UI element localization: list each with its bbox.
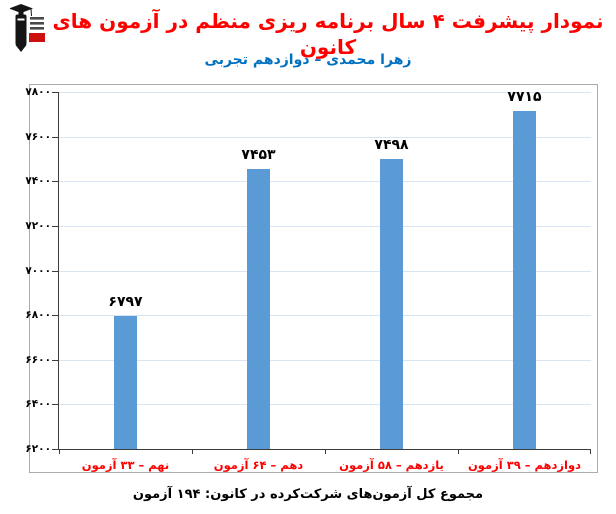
y-axis-tick <box>52 404 59 406</box>
x-axis-tick <box>325 449 326 454</box>
y-axis-tick <box>52 449 59 450</box>
gridline <box>59 315 591 317</box>
total-exams-caption: مجموع کل آزمون‌های شرکت‌کرده در کانون: ۱… <box>132 487 484 502</box>
x-axis-category-label: دهم – ۶۴ آزمون <box>213 458 304 472</box>
x-axis-category-label: یازدهم – ۵۸ آزمون <box>339 458 444 472</box>
bar-value-label: ۷۴۹۸ <box>374 137 409 154</box>
gridline <box>59 136 591 138</box>
gridline <box>59 359 591 361</box>
y-axis-tick <box>52 359 59 361</box>
gridline <box>59 181 591 183</box>
chart-subtitle: زهرا محمدی – دوازدهم تجربی <box>204 52 412 68</box>
bar <box>513 110 536 449</box>
chart-title: نمودار پیشرفت ۴ سال برنامه ریزی منظم در … <box>52 9 604 59</box>
bar <box>114 315 137 449</box>
y-axis-tick-label: ۶۴۰۰ <box>25 398 51 411</box>
y-axis-tick <box>52 181 59 183</box>
gridline <box>59 225 591 227</box>
y-axis-tick <box>52 270 59 272</box>
y-axis-tick-label: ۶۲۰۰ <box>25 443 51 455</box>
bar <box>380 159 403 449</box>
bar-value-label: ۷۴۵۳ <box>241 147 276 164</box>
bar <box>247 169 270 449</box>
gridline <box>59 270 591 272</box>
x-axis-tick <box>59 449 60 454</box>
y-axis-tick <box>52 225 59 227</box>
y-axis-tick <box>52 136 59 138</box>
y-axis-tick-label: ۷۴۰۰ <box>25 175 51 188</box>
gridline <box>59 404 591 406</box>
x-axis-tick <box>590 449 591 454</box>
kanoon-graduate-pencil-icon <box>9 4 45 52</box>
y-axis-tick <box>52 92 59 93</box>
y-axis-tick-label: ۷۰۰۰ <box>25 264 51 277</box>
chart-container: ۶۲۰۰ ۶۴۰۰ ۶۶۰۰ ۶۸۰۰ ۷۰۰۰ ۷۲۰۰ ۷۴۰۰ ۷۶۰۰ ۷۸۰۰ ۶۷۹۷… <box>25 84 598 473</box>
bar-value-label: ۷۷۱۵ <box>507 88 542 105</box>
bar-value-label: ۶۷۹۷ <box>108 293 143 310</box>
y-axis-tick-label: ۷۸۰۰ <box>25 86 51 98</box>
x-axis-category-label: نهم – ۳۳ آزمون <box>81 458 170 472</box>
y-axis-tick-label: ۷۲۰۰ <box>25 219 51 232</box>
y-axis-tick <box>52 315 59 317</box>
y-axis-tick-label: ۷۶۰۰ <box>25 130 51 143</box>
y-axis-tick-label: ۶۶۰۰ <box>25 353 51 366</box>
x-axis-tick <box>192 449 193 454</box>
x-axis-category-label: دوازدهم – ۳۹ آزمون <box>467 458 582 472</box>
gridline <box>59 92 591 93</box>
kanoon-logo <box>9 3 50 53</box>
y-axis-tick-label: ۶۸۰۰ <box>25 309 51 322</box>
x-axis-tick <box>458 449 459 454</box>
plot-area: ۶۲۰۰ ۶۴۰۰ ۶۶۰۰ ۶۸۰۰ ۷۰۰۰ ۷۲۰۰ ۷۴۰۰ ۷۶۰۰ ۷۸۰۰ ۶۷۹۷… <box>25 86 591 472</box>
